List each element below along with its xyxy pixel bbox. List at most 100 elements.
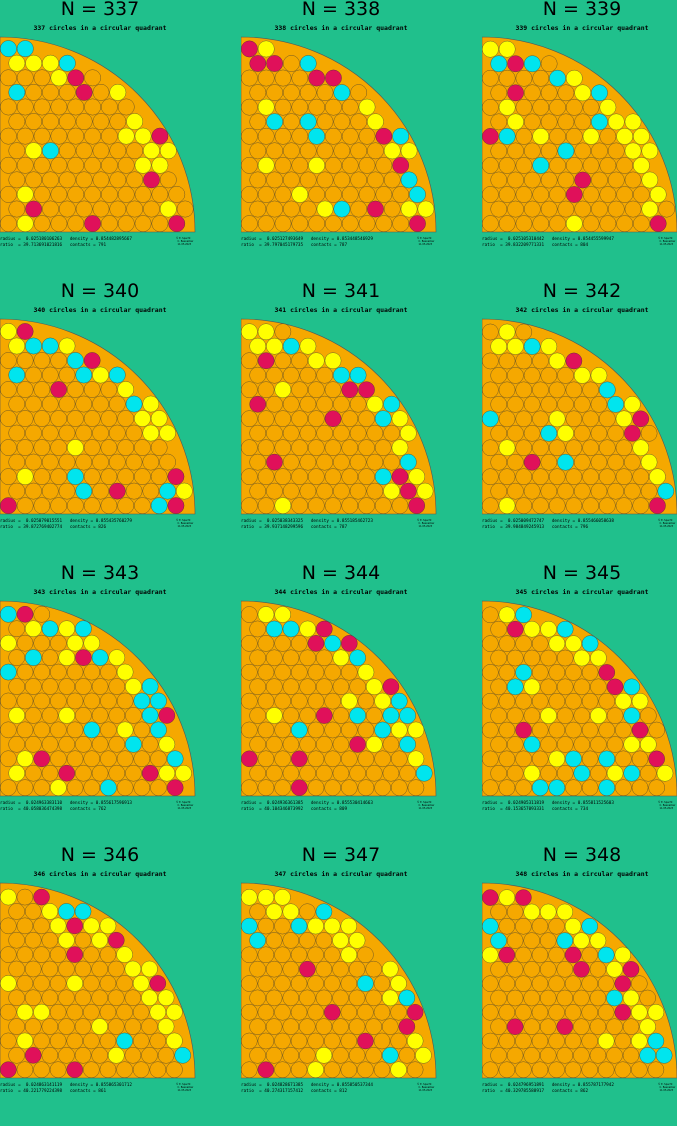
packed-circle — [573, 707, 591, 724]
packed-circle — [624, 396, 641, 413]
packed-circle — [582, 128, 600, 145]
packed-circle — [574, 171, 592, 189]
packed-circle — [482, 779, 499, 796]
packed-circle — [307, 635, 325, 652]
packed-circle — [375, 186, 393, 203]
packed-circle — [25, 200, 43, 218]
packed-circle — [324, 1004, 341, 1021]
packed-circle — [482, 215, 499, 232]
packed-circle — [315, 960, 333, 978]
packed-circle — [406, 1032, 424, 1050]
packed-circle — [291, 381, 308, 399]
packed-circle — [66, 917, 83, 935]
packed-circle — [316, 171, 334, 189]
packed-circle — [557, 453, 574, 471]
packed-circle — [249, 142, 267, 160]
packed-circle — [623, 707, 640, 724]
packed-circle — [134, 156, 152, 174]
packed-circle — [308, 127, 325, 145]
packed-circle — [282, 989, 299, 1007]
packed-circle — [58, 424, 76, 442]
packed-circle — [607, 142, 625, 160]
packed-circle — [282, 932, 299, 949]
packed-circle — [116, 663, 134, 681]
packed-circle — [126, 171, 143, 189]
packed-circle — [307, 975, 324, 992]
packed-circle — [24, 903, 42, 920]
packed-circle — [25, 678, 42, 695]
packed-circle — [8, 903, 25, 920]
packed-circle — [373, 1032, 391, 1050]
packed-circle — [316, 764, 333, 782]
packed-circle — [482, 468, 499, 485]
packed-circle — [33, 497, 51, 514]
packed-circle — [490, 1047, 507, 1064]
packed-circle — [33, 468, 51, 485]
packed-circle — [266, 649, 283, 667]
packed-circle — [241, 352, 258, 370]
packed-circle — [649, 468, 666, 485]
packed-circle — [599, 410, 616, 428]
packed-circle — [58, 903, 75, 920]
packed-circle — [332, 707, 350, 724]
packed-circle — [340, 1061, 358, 1078]
packed-circle — [299, 678, 316, 695]
packed-circle — [84, 186, 101, 203]
packed-circle — [490, 453, 507, 471]
packed-circle — [498, 215, 516, 232]
packed-circle — [333, 366, 350, 384]
panel-stats: radius = 0.024828671385 density = 0.8558… — [241, 1083, 373, 1095]
packed-circle — [299, 171, 317, 189]
packed-circle — [290, 975, 308, 992]
packed-circle — [265, 989, 283, 1007]
packed-circle — [490, 200, 508, 218]
packed-circle — [556, 707, 574, 724]
packed-circle — [308, 381, 325, 399]
packed-circle — [390, 1032, 407, 1050]
packed-circle — [109, 113, 127, 130]
packed-circle — [249, 482, 267, 500]
packing-panel: N = 345 345 circles in a circular quadran… — [482, 562, 677, 844]
packed-circle — [42, 171, 59, 189]
packed-circle — [658, 200, 675, 218]
packed-circle — [606, 678, 624, 696]
packed-circle — [540, 482, 558, 500]
packed-circle — [266, 453, 283, 471]
packed-circle — [257, 69, 275, 87]
packed-circle — [482, 157, 499, 174]
packed-circle — [540, 961, 557, 978]
packed-circle — [299, 55, 317, 72]
packed-circle — [291, 635, 308, 652]
packed-circle — [16, 721, 34, 739]
packed-circle — [374, 721, 391, 739]
packed-circle — [75, 200, 93, 218]
panel-subtitle: 340 circles in a circular quadrant — [33, 306, 167, 314]
packed-circle — [58, 453, 76, 471]
packed-circle — [375, 127, 393, 145]
packed-circle — [282, 395, 300, 413]
packed-circle — [383, 453, 400, 471]
packed-circle — [565, 157, 583, 174]
credit-text: © E. Specht C. Beenakker 11.05.2023 — [176, 519, 194, 528]
packed-circle — [274, 721, 291, 739]
panel-title: N = 344 — [301, 562, 381, 584]
packed-circle — [100, 663, 117, 681]
packed-circle — [599, 128, 617, 145]
packed-circle — [241, 1032, 258, 1050]
packed-circle — [565, 664, 582, 681]
packed-circle — [266, 366, 283, 384]
packed-circle — [58, 649, 76, 666]
packed-circle — [390, 975, 407, 992]
stats-radius-density: radius = 0.025180106263 density = 0.8544… — [0, 237, 132, 242]
packed-circle — [349, 395, 367, 413]
packed-circle — [622, 1047, 640, 1064]
packed-circle — [631, 975, 648, 992]
packed-circle — [92, 366, 109, 384]
packed-circle — [531, 664, 549, 681]
packed-circle — [590, 707, 607, 724]
packed-circle — [308, 410, 325, 427]
packed-circle — [33, 439, 51, 456]
packed-circle — [299, 200, 317, 218]
packed-circle — [332, 678, 350, 695]
packed-circle — [366, 424, 384, 442]
